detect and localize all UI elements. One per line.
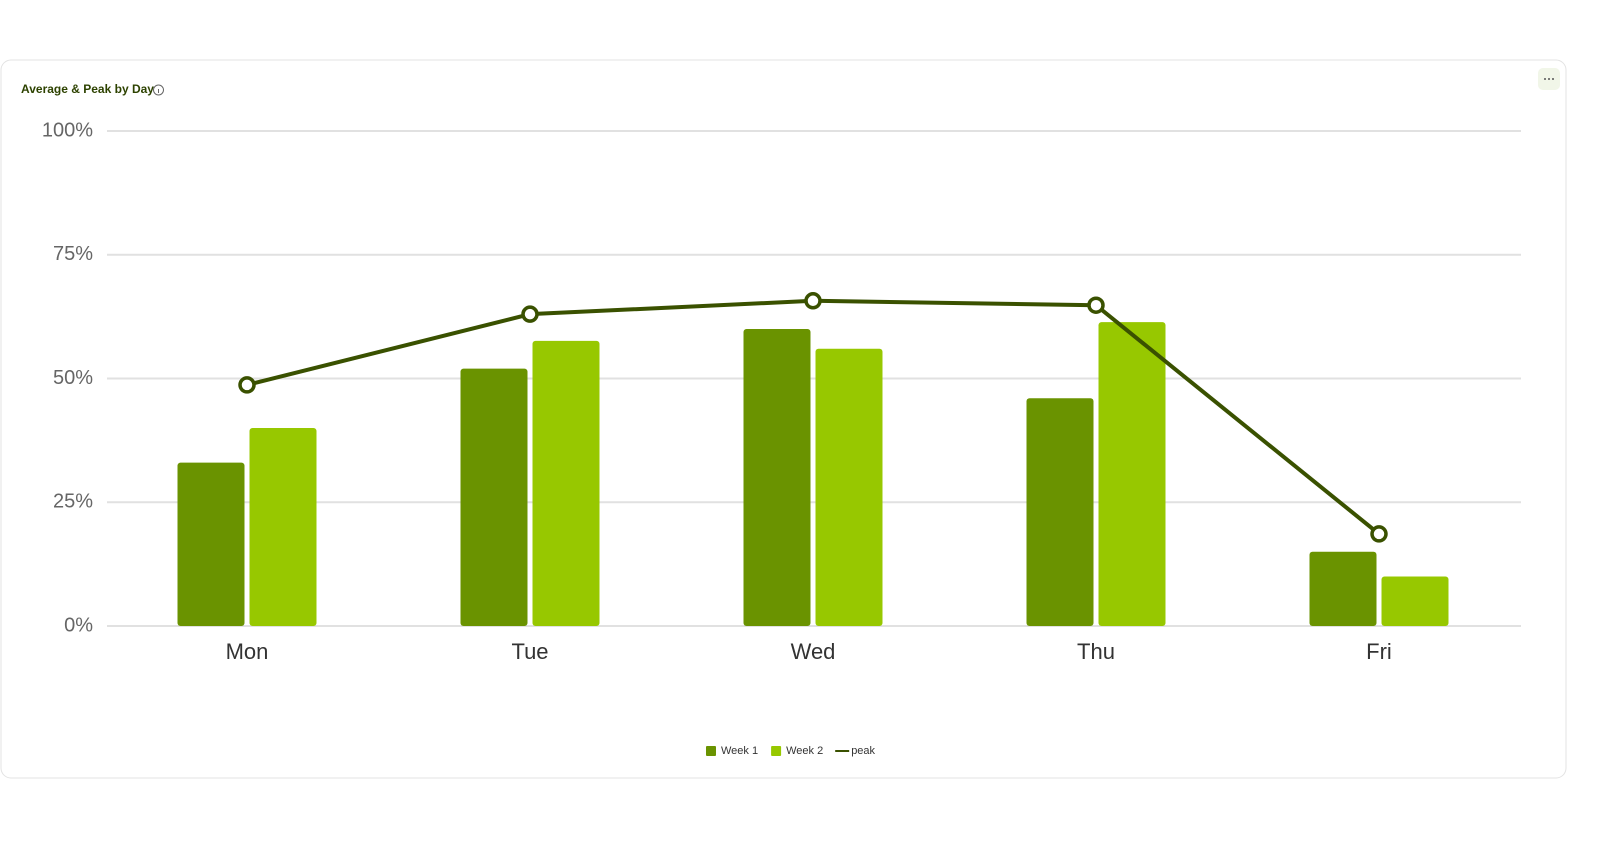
y-tick-label: 100% (42, 119, 93, 141)
x-tick-label: Mon (226, 639, 269, 664)
y-tick-label: 50% (53, 367, 93, 389)
legend-label: peak (851, 745, 875, 757)
legend-label: Week 1 (721, 745, 758, 757)
y-tick-label: 0% (64, 614, 93, 636)
bar (1309, 551, 1377, 626)
x-tick-label: Tue (511, 639, 548, 664)
bar (177, 462, 245, 626)
legend-swatch (771, 746, 782, 756)
line-marker (804, 292, 822, 310)
menu-button[interactable] (1538, 68, 1560, 90)
bar (815, 348, 883, 626)
info-icon[interactable] (153, 84, 164, 96)
line-marker (1370, 525, 1388, 543)
x-tick-label: Fri (1366, 639, 1392, 664)
bar (460, 368, 528, 626)
bar (532, 340, 600, 626)
bar (1026, 398, 1094, 626)
bar (1381, 576, 1449, 626)
bar (743, 329, 811, 626)
bar (249, 428, 317, 626)
x-tick-label: Wed (791, 639, 836, 664)
line-marker (521, 305, 539, 323)
legend-label: Week 2 (786, 745, 823, 757)
x-tick-label: Thu (1077, 639, 1115, 664)
bar (1098, 322, 1166, 626)
y-tick-label: 25% (53, 491, 93, 513)
line-marker (238, 376, 256, 394)
line-marker (1087, 296, 1105, 314)
y-tick-label: 75% (53, 243, 93, 265)
legend-swatch (706, 746, 716, 756)
chart-title: Average & Peak by Day (21, 82, 154, 96)
